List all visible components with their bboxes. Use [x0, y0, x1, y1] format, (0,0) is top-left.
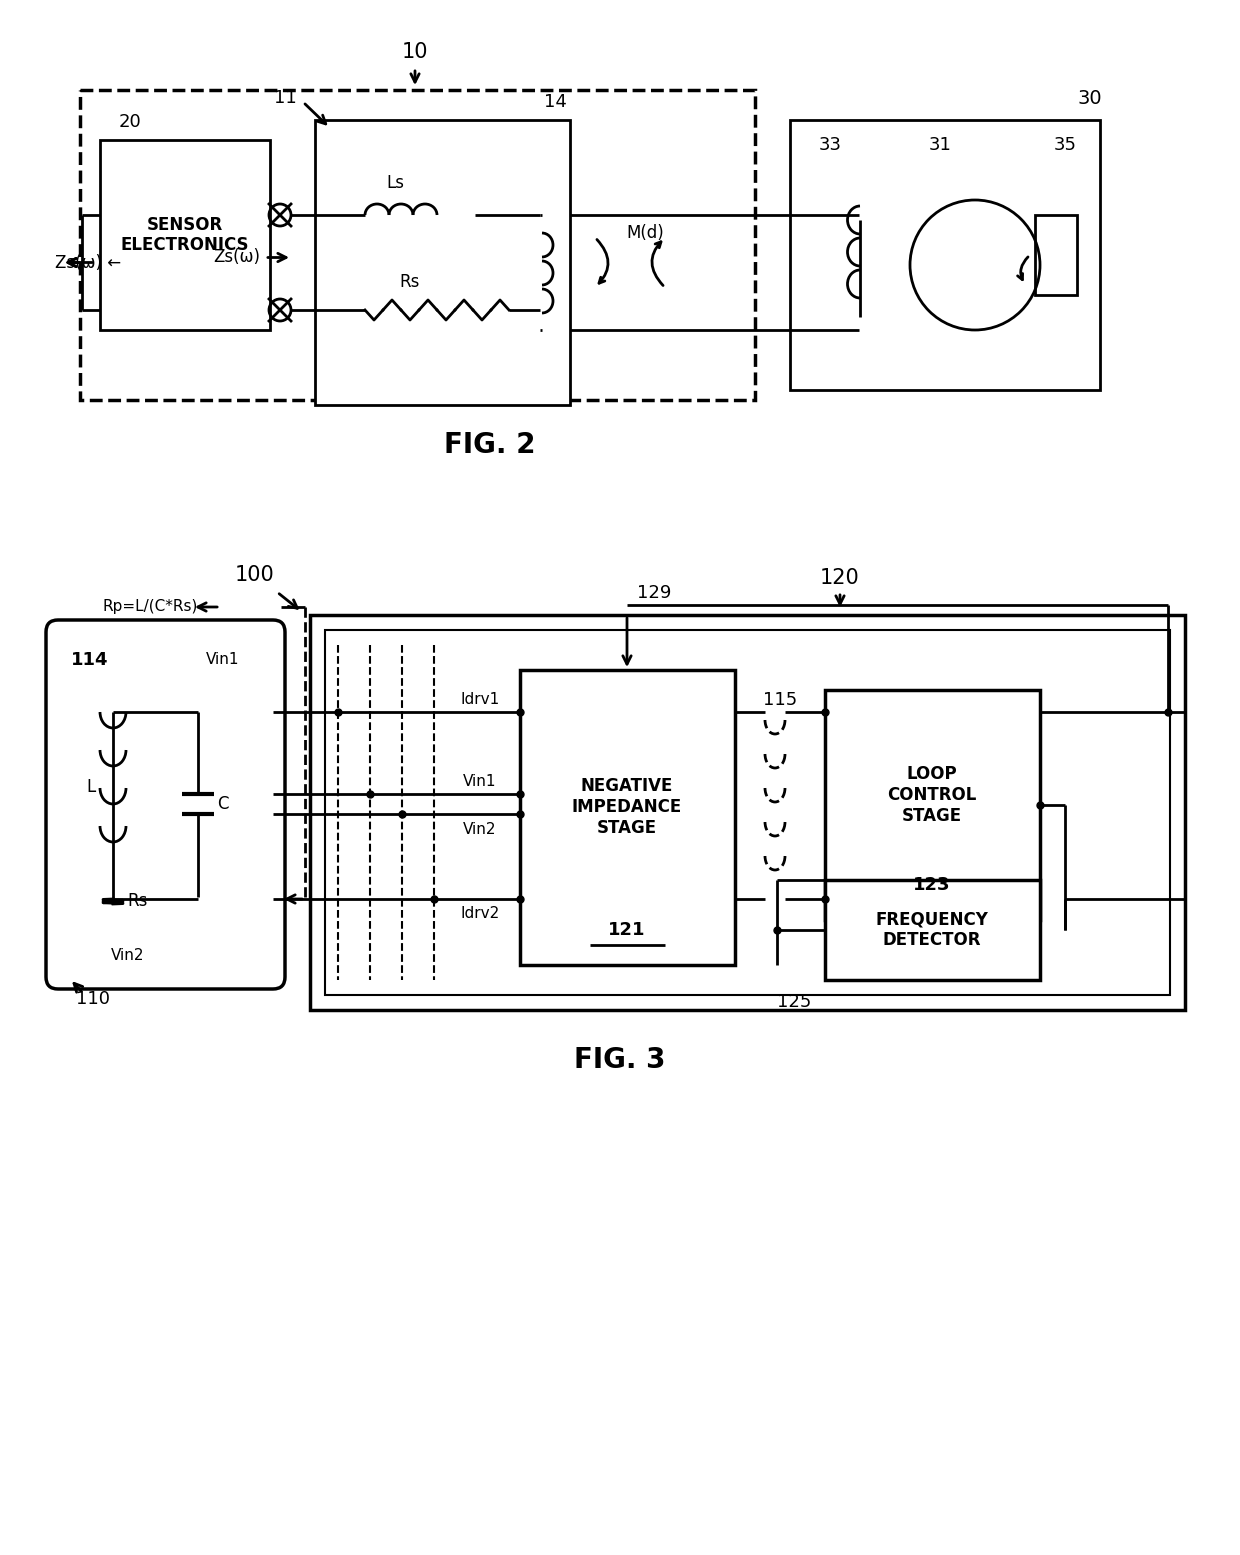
Bar [310, 614, 1185, 1011]
Text: C: C [217, 795, 228, 813]
Text: L: L [87, 778, 95, 796]
FancyBboxPatch shape [46, 620, 285, 989]
Text: Vin2: Vin2 [464, 821, 497, 837]
Text: 100: 100 [236, 564, 275, 585]
Text: FIG. 3: FIG. 3 [574, 1047, 666, 1075]
Text: Zs(ω) ←: Zs(ω) ← [55, 253, 122, 272]
Text: SENSOR
ELECTRONICS: SENSOR ELECTRONICS [120, 216, 249, 255]
Bar [1035, 215, 1078, 295]
Text: Idrv1: Idrv1 [460, 692, 500, 708]
Text: 14: 14 [543, 93, 567, 110]
Text: M(d): M(d) [626, 224, 663, 241]
Bar [315, 120, 570, 404]
Text: 31: 31 [929, 135, 951, 154]
Bar [325, 630, 1171, 995]
Text: Rs: Rs [128, 893, 149, 911]
Text: 114: 114 [71, 652, 109, 669]
Text: Zs(ω): Zs(ω) [213, 249, 260, 266]
Text: Rs: Rs [399, 274, 420, 291]
Text: 30: 30 [1078, 89, 1102, 107]
Text: 123: 123 [913, 875, 951, 894]
Bar [790, 120, 1100, 390]
Text: 121: 121 [609, 921, 646, 939]
Bar [825, 880, 1040, 980]
Text: 10: 10 [402, 42, 428, 62]
Text: Idrv2: Idrv2 [460, 907, 500, 922]
Text: FREQUENCY
DETECTOR: FREQUENCY DETECTOR [875, 911, 988, 950]
Text: 35: 35 [1054, 135, 1076, 154]
Text: 20: 20 [119, 114, 141, 131]
Text: Vin1: Vin1 [206, 653, 239, 667]
Text: 110: 110 [76, 991, 110, 1008]
Text: Rp=L/(C*Rs): Rp=L/(C*Rs) [103, 600, 197, 614]
Text: Ls: Ls [386, 174, 404, 191]
Bar [825, 690, 1040, 921]
Text: Vin2: Vin2 [112, 947, 145, 963]
Text: 11: 11 [274, 89, 296, 107]
Text: 115: 115 [763, 690, 797, 709]
Text: Vin1: Vin1 [464, 774, 497, 790]
Text: 120: 120 [820, 568, 859, 588]
Text: 125: 125 [777, 994, 811, 1011]
Bar [100, 140, 270, 330]
Text: 33: 33 [818, 135, 842, 154]
Text: NEGATIVE
IMPEDANCE
STAGE: NEGATIVE IMPEDANCE STAGE [572, 778, 682, 837]
Text: 129: 129 [637, 585, 671, 602]
Bar [520, 670, 735, 966]
Bar [81, 90, 755, 400]
Text: FIG. 2: FIG. 2 [444, 431, 536, 459]
Text: LOOP
CONTROL
STAGE: LOOP CONTROL STAGE [888, 765, 977, 824]
